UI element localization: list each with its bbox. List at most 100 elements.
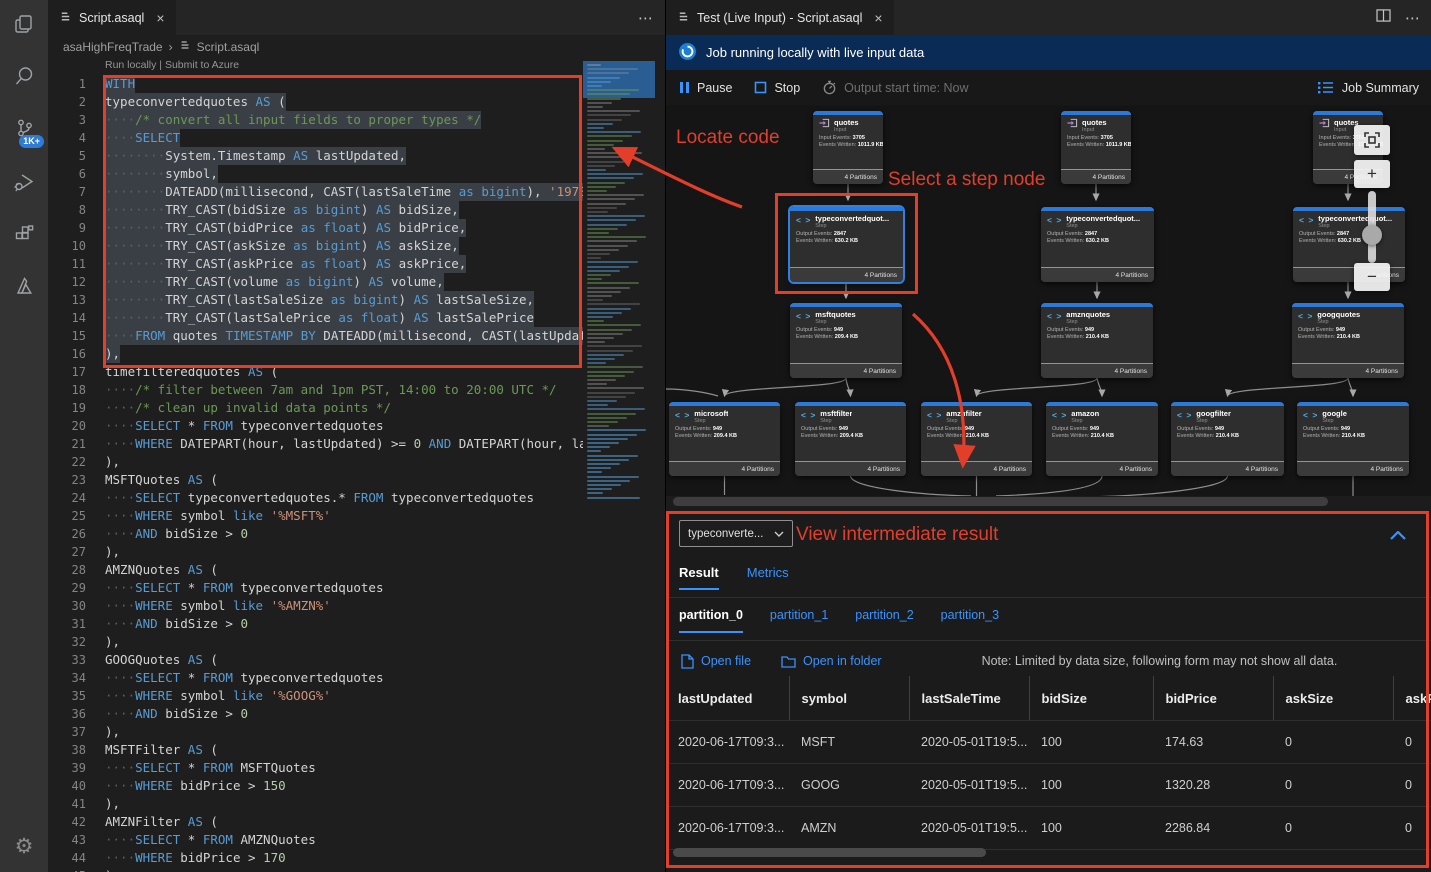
node-partitions: 4 Partitions <box>1171 461 1284 476</box>
tab-script-asaql[interactable]: Script.asaql × <box>48 0 176 35</box>
node-title: googfilter <box>1196 409 1231 418</box>
extensions-icon[interactable] <box>0 210 48 258</box>
explorer-icon[interactable] <box>0 0 48 48</box>
diagram-hscrollbar[interactable] <box>673 497 1328 506</box>
node-stat1: Input Events: 3705 <box>1067 134 1113 141</box>
stop-button[interactable]: Stop <box>754 81 800 95</box>
zoom-in-button[interactable]: + <box>1354 160 1390 188</box>
tab-label: Test (Live Input) - Script.asaql <box>697 10 863 25</box>
diagram-node-microsoft[interactable]: < > microsoft Step Output Events: 949 Even… <box>669 402 780 476</box>
diagram-node-amznfilter[interactable]: < > amznfilter Step Output Events: 949 Eve… <box>921 402 1032 476</box>
submit-to-azure-link[interactable]: Submit to Azure <box>164 59 240 71</box>
code-line: 15 ····FROM quotes TIMESTAMP BY DATEADD(m… <box>48 327 583 345</box>
node-title: quotes <box>1082 118 1107 127</box>
fit-to-screen-button[interactable] <box>1354 125 1390 155</box>
diagram-node-msftfilter[interactable]: < > msftfilter Step Output Events: 949 Eve… <box>795 402 906 476</box>
run-debug-icon[interactable] <box>0 158 48 206</box>
run-locally-link[interactable]: Run locally <box>105 59 157 71</box>
minimap-line <box>587 219 636 222</box>
breadcrumb[interactable]: asaHighFreqTrade › Script.asaql <box>48 35 665 58</box>
open-in-folder-link[interactable]: Open in folder <box>781 654 882 668</box>
search-icon[interactable] <box>0 52 48 100</box>
minimap-line <box>587 93 630 96</box>
code-line: 11 ········TRY_CAST(askPrice as float) AS… <box>71 255 467 273</box>
tab-metrics[interactable]: Metrics <box>746 565 789 580</box>
diagram-node-googfilter[interactable]: < > googfilter Step Output Events: 949 Eve… <box>1171 402 1284 476</box>
code-line: 32), <box>71 634 121 649</box>
settings-gear-icon[interactable]: ⚙ <box>14 834 34 858</box>
node-title: googquotes <box>1317 310 1361 319</box>
diagram-node-typeconvertedquot[interactable]: < > typeconvertedquot... Step Output Event… <box>1041 207 1154 282</box>
node-partitions: 4 Partitions <box>1061 169 1131 184</box>
open-file-link[interactable]: Open file <box>681 653 751 669</box>
breadcrumb-folder[interactable]: asaHighFreqTrade <box>63 39 163 54</box>
step-select-dropdown[interactable]: typeconverte... <box>679 520 793 547</box>
node-subtitle: Step <box>1066 319 1078 325</box>
node-subtitle: Step <box>1317 319 1329 325</box>
table-cell: MSFT <box>789 720 909 764</box>
partition-tab-2[interactable]: partition_2 <box>855 608 914 622</box>
source-control-icon[interactable]: 1K+ <box>0 104 48 152</box>
code-line: 4 ····SELECT <box>78 129 181 147</box>
tab-test-live-input[interactable]: Test (Live Input) - Script.asaql × <box>666 0 894 35</box>
code-line: 18 ····/* filter between 7am and 1pm PST,… <box>71 382 557 397</box>
split-editor-icon[interactable] <box>1376 9 1391 26</box>
breadcrumb-file[interactable]: Script.asaql <box>196 39 260 54</box>
node-stat1: Output Events: 949 <box>1052 425 1100 432</box>
more-actions-icon[interactable]: ⋯ <box>1405 9 1420 27</box>
job-diagram[interactable]: quotes Input Input Events: 3705 Events Wr… <box>666 105 1431 507</box>
diagram-node-amznquotes[interactable]: < > amznquotes Step Output Events: 949 Eve… <box>1041 303 1153 378</box>
minimap-line <box>587 232 609 234</box>
close-icon[interactable]: × <box>156 9 165 26</box>
diagram-node-amazon[interactable]: < > amazon Step Output Events: 949 Events … <box>1046 402 1158 476</box>
code-line: 26 ····AND bidSize > 0 <box>71 526 249 541</box>
code-line: 23 MSFTQuotes AS ( <box>71 472 218 487</box>
minimap-line <box>587 64 601 66</box>
minimap-line <box>587 253 610 255</box>
close-icon[interactable]: × <box>874 9 883 26</box>
partition-tab-0[interactable]: partition_0 <box>679 608 743 633</box>
node-title: msftquotes <box>815 310 856 319</box>
node-partitions: 4 Partitions <box>1046 461 1158 476</box>
step-icon: < > <box>1303 410 1319 420</box>
code-line: 37), <box>71 724 121 739</box>
minimap-line <box>587 152 642 155</box>
partition-tab-3[interactable]: partition_3 <box>940 608 1000 622</box>
code-line: 8 ········TRY_CAST(bidSize as bigint) AS … <box>78 201 459 219</box>
pause-button[interactable]: Pause <box>679 81 732 95</box>
table-hscrollbar[interactable] <box>673 848 986 857</box>
code-line: 25 ····WHERE symbol like '%MSFT%' <box>71 508 331 523</box>
node-accent-bar <box>1041 303 1153 307</box>
step-icon: < > <box>927 410 943 420</box>
diagram-node-typeconvertedquot[interactable]: < > typeconvertedquot... Step Output Event… <box>788 205 905 284</box>
diagram-node-msftquotes[interactable]: < > msftquotes Step Output Events: 949 Eve… <box>790 303 902 378</box>
azure-icon[interactable] <box>0 262 48 310</box>
table-cell: AMZN <box>789 806 909 850</box>
diagram-node-googquotes[interactable]: < > googquotes Step Output Events: 949 Eve… <box>1292 303 1404 378</box>
tab-result[interactable]: Result <box>679 565 719 590</box>
output-start-time[interactable]: Output start time: Now <box>822 80 969 95</box>
stop-icon <box>755 81 767 94</box>
node-stat2: Events Written: 1011.9 KB <box>819 142 883 148</box>
zoom-slider-handle[interactable] <box>1362 225 1382 245</box>
code-line: 10 ········TRY_CAST(askSize as bigint) AS… <box>71 237 459 255</box>
collapse-panel-icon[interactable] <box>1390 527 1406 545</box>
code-line: 24 ····SELECT typeconvertedquotes.* FROM … <box>71 490 534 505</box>
minimap[interactable] <box>583 58 655 505</box>
code-line: 3 ····/* convert all input fields to prop… <box>78 111 482 129</box>
job-summary-button[interactable]: Job Summary <box>1317 81 1419 95</box>
zoom-out-button[interactable]: − <box>1354 263 1390 291</box>
code-editor[interactable]: 1 WITH 2 typeconvertedquotes AS (3 ····/* co… <box>48 75 583 872</box>
annotation-locate-code: Locate code <box>676 127 780 148</box>
minimap-line <box>587 450 601 453</box>
minimap-line <box>587 114 631 117</box>
diagram-node-google[interactable]: < > google Step Output Events: 949 Events … <box>1297 402 1409 476</box>
minimap-line <box>587 492 603 495</box>
minimap-line <box>587 341 605 344</box>
minimap-line <box>587 131 641 134</box>
partition-tab-1[interactable]: partition_1 <box>769 608 829 622</box>
more-actions-icon[interactable]: ⋯ <box>638 9 653 27</box>
